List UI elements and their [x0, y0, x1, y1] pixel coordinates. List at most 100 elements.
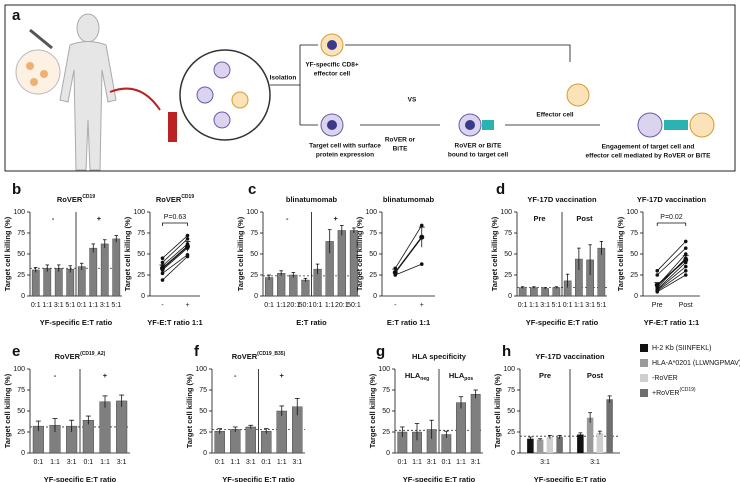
- pair-line: [657, 270, 686, 292]
- pair-point: [160, 260, 165, 265]
- x-tick-label: 0:1: [215, 459, 225, 466]
- legend-swatch: [640, 344, 648, 352]
- x-tick-label: 1:1: [529, 302, 539, 309]
- legend-label-main: +RoVER: [652, 390, 679, 397]
- effector-cell: [566, 83, 590, 107]
- bar: [518, 287, 527, 297]
- chart-title-main: RoVER: [156, 195, 182, 204]
- pair-point: [419, 262, 424, 266]
- effector-label-1: YF-specific CD8+: [305, 62, 358, 69]
- y-axis-label: Target cell killing (%): [236, 216, 245, 291]
- y-tick-label: 0: [373, 293, 377, 300]
- x-tick-label: 0:1: [313, 302, 323, 309]
- group-label-main: +: [97, 214, 102, 223]
- pair-point: [185, 254, 190, 259]
- bar: [43, 268, 52, 297]
- pair-point: [419, 223, 424, 228]
- group-label: -: [234, 371, 237, 380]
- y-tick-label: 75: [17, 230, 25, 237]
- group-label-main: -: [54, 371, 57, 380]
- bar: [552, 287, 561, 297]
- y-tick-label: 0: [386, 450, 390, 457]
- group-label: Pre: [533, 214, 545, 223]
- group-label-main: HLA: [405, 371, 421, 380]
- rover-label-2: BiTE: [393, 146, 408, 153]
- chart-title-sup: CD19: [82, 194, 95, 200]
- panel-label: f: [194, 343, 200, 360]
- pair-point: [683, 273, 688, 277]
- head: [76, 13, 100, 43]
- y-tick-label: 50: [504, 251, 512, 258]
- chart-title: YF-17D vaccination: [637, 195, 707, 204]
- significance-bracket: [656, 222, 687, 226]
- nucleus: [327, 120, 337, 130]
- legend-label: HLA-A*0201 (LLWNGPMAV): [652, 360, 740, 367]
- x-axis-label: E:T ratio 1:1: [387, 318, 430, 327]
- group-label: +: [103, 371, 108, 380]
- bar: [264, 277, 274, 297]
- y-tick-label: 100: [378, 366, 390, 373]
- group-label-sub: pos: [464, 376, 473, 382]
- group-label-main: Pre: [533, 214, 545, 223]
- pair-point: [160, 256, 165, 261]
- significance-bracket: [162, 222, 188, 226]
- pair-line: [162, 247, 188, 271]
- y-tick-label: 50: [17, 408, 25, 415]
- pair-line: [162, 256, 188, 281]
- x-tick-label: 20:1: [335, 302, 349, 309]
- legend-label-main: HLA-A*0201 (LLWNGPMAV): [652, 360, 740, 367]
- y-tick-label: 0: [21, 293, 25, 300]
- x-tick-label: 1:1: [277, 459, 287, 466]
- pair-line: [162, 243, 188, 267]
- y-tick-label: 0: [254, 293, 258, 300]
- y-tick-label: 75: [382, 387, 390, 394]
- chart-title-sup: (CD19_B35): [257, 351, 285, 357]
- bar: [596, 432, 604, 453]
- chart-title-main: YF-17D vaccination: [527, 195, 597, 204]
- y-tick-label: 100: [195, 366, 207, 373]
- y-tick-label: 25: [382, 429, 390, 436]
- legend-swatch: [640, 389, 648, 397]
- x-axis-label: YF-E:T ratio 1:1: [644, 318, 699, 327]
- x-axis-label: YF-E:T ratio 1:1: [147, 318, 202, 327]
- chart-title-main: RoVER: [57, 195, 83, 204]
- mean-point: [392, 269, 398, 275]
- group-label-main: +: [280, 371, 285, 380]
- group-label: Post: [587, 371, 604, 380]
- pair-line: [162, 238, 188, 263]
- group-label: HLApos: [449, 371, 474, 382]
- x-tick-label: 0:1: [518, 302, 528, 309]
- y-tick-label: 100: [246, 209, 258, 216]
- y-tick-label: 25: [137, 272, 145, 279]
- y-tick-label: 0: [634, 293, 638, 300]
- y-tick-label: 25: [17, 272, 25, 279]
- y-tick-label: 50: [369, 251, 377, 258]
- group-label: +: [334, 214, 339, 223]
- y-axis-label: Target cell killing (%): [368, 373, 377, 448]
- x-tick-label: 0:1: [33, 459, 43, 466]
- group-label: Post: [576, 214, 593, 223]
- bar: [99, 401, 111, 454]
- virus: [40, 70, 48, 78]
- x-tick-label: 5:1: [597, 302, 607, 309]
- group-label-main: Post: [576, 214, 593, 223]
- blood-line: [109, 87, 161, 111]
- chart-title: blinatumomab: [286, 195, 338, 204]
- x-tick-label: 1:1: [42, 302, 52, 309]
- x-tick-label: 1:1: [325, 302, 335, 309]
- nucleus: [327, 40, 337, 50]
- group-label-main: +: [103, 371, 108, 380]
- y-tick-label: 75: [507, 387, 515, 394]
- legend-label: +RoVER(CD19): [652, 387, 696, 397]
- panel-label: b: [12, 181, 21, 198]
- group-label-main: +: [334, 214, 339, 223]
- x-tick-label: 0:1: [397, 459, 407, 466]
- x-tick-label: +: [185, 302, 189, 309]
- x-tick-label: Post: [679, 302, 693, 309]
- effector-cell-label: Effector cell: [536, 112, 573, 119]
- x-tick-label: 3:1: [54, 302, 64, 309]
- x-tick-label: 0:1: [264, 302, 274, 309]
- mean-line: [656, 259, 687, 286]
- bar: [82, 420, 94, 454]
